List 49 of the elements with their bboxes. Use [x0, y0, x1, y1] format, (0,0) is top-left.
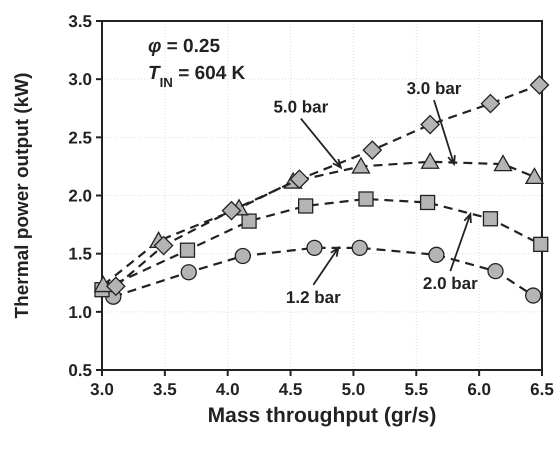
point	[487, 262, 504, 280]
x-tick-label: 6.5	[530, 380, 554, 399]
point	[480, 94, 500, 114]
y-tick-label: 1.0	[68, 302, 92, 322]
point	[180, 242, 196, 258]
x-tick-label: 5.0	[342, 380, 366, 399]
point	[352, 240, 368, 256]
point	[234, 248, 251, 264]
annotation: 3.0 bar	[406, 79, 462, 98]
point	[241, 213, 257, 229]
point	[154, 236, 174, 256]
annotation: φ = 0.25	[148, 36, 220, 57]
y-tick-label: 3.0	[68, 70, 92, 90]
point	[358, 191, 374, 207]
point	[362, 140, 382, 160]
point	[482, 211, 498, 226]
x-tick-label: 3.5	[153, 380, 177, 399]
y-tick-label: 2.5	[68, 128, 92, 148]
point	[525, 287, 542, 304]
point	[298, 198, 314, 214]
y-tick-label: 1.5	[68, 244, 92, 264]
annotation: T$_{IN}$ = 604 K	[148, 63, 246, 90]
point	[420, 114, 440, 134]
point	[290, 170, 310, 189]
point	[530, 75, 550, 95]
annotation: 5.0 bar	[273, 98, 329, 117]
point	[525, 168, 544, 184]
x-tick-label: 3.0	[90, 380, 114, 399]
point	[306, 240, 323, 256]
y-tick-label: 0.5	[68, 361, 92, 380]
point	[533, 236, 548, 252]
point	[222, 200, 242, 220]
y-tick-label: 2.0	[68, 186, 92, 206]
x-axis-title: Mass throughput (gr/s)	[208, 404, 436, 427]
x-tick-label: 5.5	[404, 380, 428, 399]
point	[352, 157, 370, 174]
y-tick-label: 3.5	[68, 12, 92, 31]
annotation: 2.0 bar	[422, 274, 478, 294]
y-axis-title: Thermal power output (kW)	[12, 72, 33, 318]
point	[106, 276, 126, 296]
point	[420, 194, 436, 210]
annotation: 1.2 bar	[286, 288, 342, 307]
point	[180, 264, 197, 280]
x-tick-label: 4.0	[216, 380, 240, 399]
point	[428, 246, 445, 263]
x-tick-label: 6.0	[467, 380, 491, 399]
point	[420, 152, 440, 169]
x-tick-label: 4.5	[278, 380, 302, 399]
point	[494, 154, 512, 172]
